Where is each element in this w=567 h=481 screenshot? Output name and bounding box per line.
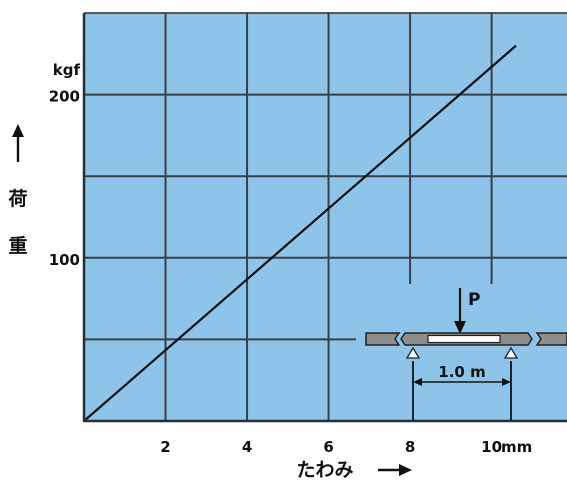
y-tick-label: 100 — [49, 251, 80, 269]
arrow-right-icon — [378, 464, 412, 476]
triangle-support-icon — [503, 346, 519, 359]
beam-left-stub — [365, 332, 401, 346]
beam-test-inset: P 1.0 m — [356, 284, 567, 421]
y-axis-label: 荷重 — [8, 187, 27, 257]
series-line — [83, 44, 517, 422]
beam-specimen — [427, 334, 501, 344]
y-tick-label: 200 — [49, 88, 80, 106]
arrow-down-icon — [454, 288, 466, 334]
x-tick-label: 10 — [481, 438, 502, 456]
tick-labels: 2 4 6 8 10 100 200 — [49, 88, 502, 456]
grid-lines — [84, 13, 567, 421]
span-dimension-line — [413, 378, 511, 386]
inset-background — [356, 284, 567, 421]
triangle-support-icon — [405, 346, 421, 359]
y-axis-label-char: 重 — [8, 235, 27, 257]
x-unit-label: mm — [501, 438, 532, 456]
x-tick-label: 4 — [242, 438, 252, 456]
y-unit-label: kgf — [53, 61, 81, 79]
x-tick-label: 6 — [323, 438, 333, 456]
y-axis-label-char: 荷 — [8, 187, 27, 210]
x-axis-label: たわみ — [296, 459, 353, 481]
span-label: 1.0 m — [438, 363, 485, 381]
load-label: P — [468, 290, 480, 310]
series-layer — [83, 44, 517, 422]
arrow-up-icon — [12, 124, 24, 162]
x-tick-label: 2 — [160, 438, 170, 456]
beam-right-stub — [535, 332, 567, 346]
x-tick-label: 8 — [405, 438, 415, 456]
